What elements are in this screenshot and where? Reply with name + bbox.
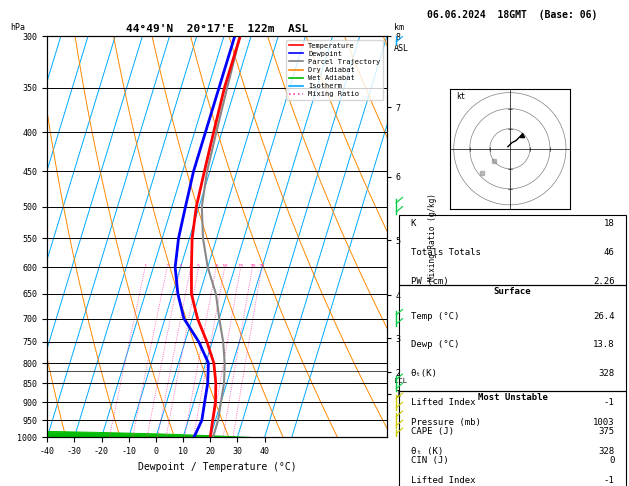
Text: K: K — [411, 219, 416, 228]
Legend: Temperature, Dewpoint, Parcel Trajectory, Dry Adiabat, Wet Adiabat, Isotherm, Mi: Temperature, Dewpoint, Parcel Trajectory… — [286, 40, 383, 100]
Text: 1003: 1003 — [593, 418, 615, 427]
Text: -1: -1 — [604, 476, 615, 485]
Text: 13.8: 13.8 — [593, 341, 615, 349]
Text: θₜ (K): θₜ (K) — [411, 447, 443, 456]
Text: 15: 15 — [237, 264, 244, 269]
Text: Most Unstable: Most Unstable — [477, 393, 548, 402]
Text: Mixing Ratio (g/kg): Mixing Ratio (g/kg) — [428, 193, 437, 281]
Text: 2: 2 — [165, 264, 169, 269]
Text: 46: 46 — [604, 248, 615, 257]
Text: 8: 8 — [214, 264, 218, 269]
Text: Pressure (mb): Pressure (mb) — [411, 418, 481, 427]
Text: 20: 20 — [249, 264, 255, 269]
Text: 5: 5 — [197, 264, 200, 269]
Text: hPa: hPa — [10, 23, 25, 33]
Text: CAPE (J): CAPE (J) — [411, 427, 454, 436]
Text: 375: 375 — [598, 427, 615, 436]
Text: ASL: ASL — [394, 45, 409, 53]
Text: Dewp (°C): Dewp (°C) — [411, 341, 459, 349]
Text: 1: 1 — [143, 264, 147, 269]
Text: 26.4: 26.4 — [593, 312, 615, 321]
Title: 44°49'N  20°17'E  122m  ASL: 44°49'N 20°17'E 122m ASL — [126, 24, 308, 35]
Text: 25: 25 — [259, 264, 265, 269]
Text: kt: kt — [456, 91, 465, 101]
Text: Surface: Surface — [494, 287, 532, 296]
Text: CIN (J): CIN (J) — [411, 456, 448, 465]
Text: 3: 3 — [179, 264, 182, 269]
Bar — [399, 391, 626, 486]
Text: θₜ(K): θₜ(K) — [411, 369, 438, 378]
Text: Temp (°C): Temp (°C) — [411, 312, 459, 321]
Text: 328: 328 — [598, 369, 615, 378]
Text: -1: -1 — [604, 398, 615, 407]
Text: 2.26: 2.26 — [593, 277, 615, 286]
Text: Lifted Index: Lifted Index — [411, 476, 476, 485]
Text: 18: 18 — [604, 219, 615, 228]
X-axis label: Dewpoint / Temperature (°C): Dewpoint / Temperature (°C) — [138, 462, 296, 472]
Text: Totals Totals: Totals Totals — [411, 248, 481, 257]
Bar — [399, 285, 626, 391]
Bar — [399, 215, 626, 285]
Text: LCL: LCL — [390, 378, 407, 384]
Text: PW (cm): PW (cm) — [411, 277, 448, 286]
Text: 06.06.2024  18GMT  (Base: 06): 06.06.2024 18GMT (Base: 06) — [428, 10, 598, 20]
Text: 0: 0 — [609, 456, 615, 465]
Text: Lifted Index: Lifted Index — [411, 398, 476, 407]
Text: km: km — [394, 23, 404, 33]
Text: 10: 10 — [221, 264, 228, 269]
Text: 328: 328 — [598, 447, 615, 456]
Text: 4: 4 — [189, 264, 192, 269]
